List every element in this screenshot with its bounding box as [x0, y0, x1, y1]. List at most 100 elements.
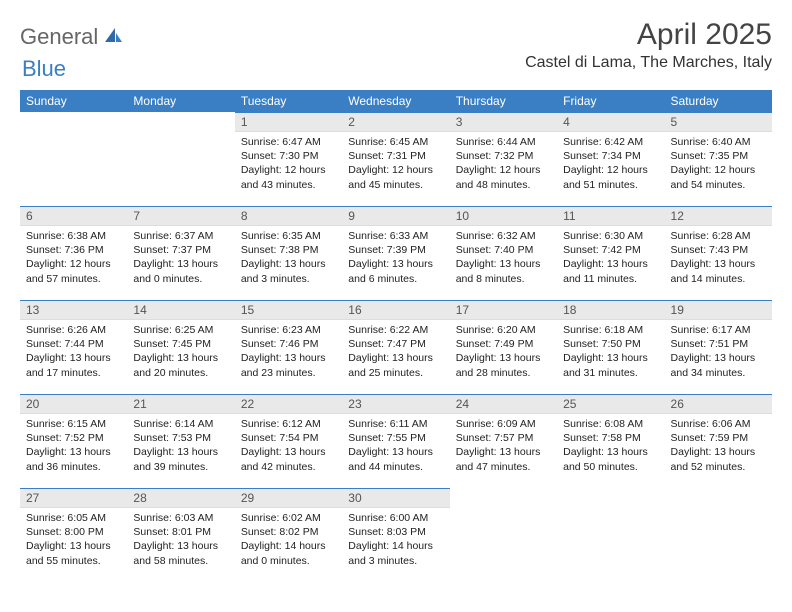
sunset-line: Sunset: 7:40 PM: [456, 243, 551, 257]
calendar-week-row: 6Sunrise: 6:38 AMSunset: 7:36 PMDaylight…: [20, 206, 772, 300]
sunset-line: Sunset: 7:52 PM: [26, 431, 121, 445]
daylight-line: Daylight: 13 hours and 14 minutes.: [671, 257, 766, 285]
daylight-line: Daylight: 13 hours and 50 minutes.: [563, 445, 658, 473]
sunrise-line: Sunrise: 6:44 AM: [456, 135, 551, 149]
calendar-day-cell: 1Sunrise: 6:47 AMSunset: 7:30 PMDaylight…: [235, 112, 342, 206]
daylight-line: Daylight: 12 hours and 43 minutes.: [241, 163, 336, 191]
daylight-line: Daylight: 13 hours and 6 minutes.: [348, 257, 443, 285]
daylight-line: Daylight: 13 hours and 20 minutes.: [133, 351, 228, 379]
sunrise-line: Sunrise: 6:23 AM: [241, 323, 336, 337]
day-number: 18: [557, 300, 664, 320]
day-info: Sunrise: 6:03 AMSunset: 8:01 PMDaylight:…: [127, 508, 234, 572]
daylight-line: Daylight: 13 hours and 36 minutes.: [26, 445, 121, 473]
sunrise-line: Sunrise: 6:32 AM: [456, 229, 551, 243]
sunset-line: Sunset: 7:35 PM: [671, 149, 766, 163]
daylight-line: Daylight: 13 hours and 52 minutes.: [671, 445, 766, 473]
calendar-day-cell: 19Sunrise: 6:17 AMSunset: 7:51 PMDayligh…: [665, 300, 772, 394]
sunset-line: Sunset: 7:30 PM: [241, 149, 336, 163]
calendar-day-cell: 20Sunrise: 6:15 AMSunset: 7:52 PMDayligh…: [20, 394, 127, 488]
day-number: 7: [127, 206, 234, 226]
calendar-day-cell: 15Sunrise: 6:23 AMSunset: 7:46 PMDayligh…: [235, 300, 342, 394]
sunset-line: Sunset: 7:34 PM: [563, 149, 658, 163]
day-info: Sunrise: 6:20 AMSunset: 7:49 PMDaylight:…: [450, 320, 557, 384]
daylight-line: Daylight: 12 hours and 57 minutes.: [26, 257, 121, 285]
sunrise-line: Sunrise: 6:02 AM: [241, 511, 336, 525]
sunset-line: Sunset: 7:51 PM: [671, 337, 766, 351]
daylight-line: Daylight: 13 hours and 17 minutes.: [26, 351, 121, 379]
day-info: Sunrise: 6:26 AMSunset: 7:44 PMDaylight:…: [20, 320, 127, 384]
sunset-line: Sunset: 7:49 PM: [456, 337, 551, 351]
day-number: 11: [557, 206, 664, 226]
daylight-line: Daylight: 13 hours and 47 minutes.: [456, 445, 551, 473]
day-info: Sunrise: 6:06 AMSunset: 7:59 PMDaylight:…: [665, 414, 772, 478]
calendar-day-cell: 27Sunrise: 6:05 AMSunset: 8:00 PMDayligh…: [20, 488, 127, 582]
day-info: Sunrise: 6:38 AMSunset: 7:36 PMDaylight:…: [20, 226, 127, 290]
weekday-header: Wednesday: [342, 90, 449, 112]
daylight-line: Daylight: 13 hours and 31 minutes.: [563, 351, 658, 379]
sunrise-line: Sunrise: 6:38 AM: [26, 229, 121, 243]
sunrise-line: Sunrise: 6:47 AM: [241, 135, 336, 149]
day-info: Sunrise: 6:47 AMSunset: 7:30 PMDaylight:…: [235, 132, 342, 196]
day-number: 22: [235, 394, 342, 414]
daylight-line: Daylight: 12 hours and 51 minutes.: [563, 163, 658, 191]
sunrise-line: Sunrise: 6:11 AM: [348, 417, 443, 431]
sunset-line: Sunset: 8:02 PM: [241, 525, 336, 539]
sunrise-line: Sunrise: 6:45 AM: [348, 135, 443, 149]
day-info: Sunrise: 6:28 AMSunset: 7:43 PMDaylight:…: [665, 226, 772, 290]
calendar-week-row: 27Sunrise: 6:05 AMSunset: 8:00 PMDayligh…: [20, 488, 772, 582]
day-number: 6: [20, 206, 127, 226]
logo: General: [20, 18, 126, 50]
calendar-day-cell: 8Sunrise: 6:35 AMSunset: 7:38 PMDaylight…: [235, 206, 342, 300]
calendar-day-cell: 14Sunrise: 6:25 AMSunset: 7:45 PMDayligh…: [127, 300, 234, 394]
sunrise-line: Sunrise: 6:20 AM: [456, 323, 551, 337]
day-number: 19: [665, 300, 772, 320]
day-number: 9: [342, 206, 449, 226]
logo-sail-icon: [103, 26, 123, 49]
calendar-day-cell: 24Sunrise: 6:09 AMSunset: 7:57 PMDayligh…: [450, 394, 557, 488]
sunset-line: Sunset: 7:53 PM: [133, 431, 228, 445]
day-info: Sunrise: 6:35 AMSunset: 7:38 PMDaylight:…: [235, 226, 342, 290]
sunset-line: Sunset: 7:44 PM: [26, 337, 121, 351]
sunrise-line: Sunrise: 6:09 AM: [456, 417, 551, 431]
day-info: Sunrise: 6:02 AMSunset: 8:02 PMDaylight:…: [235, 508, 342, 572]
calendar-day-cell: [557, 488, 664, 582]
calendar-day-cell: [450, 488, 557, 582]
calendar-day-cell: [20, 112, 127, 206]
day-number: 30: [342, 488, 449, 508]
calendar-week-row: 20Sunrise: 6:15 AMSunset: 7:52 PMDayligh…: [20, 394, 772, 488]
day-number: 17: [450, 300, 557, 320]
day-number: 12: [665, 206, 772, 226]
calendar-day-cell: 23Sunrise: 6:11 AMSunset: 7:55 PMDayligh…: [342, 394, 449, 488]
sunset-line: Sunset: 8:03 PM: [348, 525, 443, 539]
calendar-table: Sunday Monday Tuesday Wednesday Thursday…: [20, 90, 772, 582]
calendar-day-cell: 2Sunrise: 6:45 AMSunset: 7:31 PMDaylight…: [342, 112, 449, 206]
calendar-day-cell: 9Sunrise: 6:33 AMSunset: 7:39 PMDaylight…: [342, 206, 449, 300]
day-number: 5: [665, 112, 772, 132]
calendar-day-cell: 10Sunrise: 6:32 AMSunset: 7:40 PMDayligh…: [450, 206, 557, 300]
day-number: 20: [20, 394, 127, 414]
calendar-page: General April 2025 Castel di Lama, The M…: [0, 0, 792, 582]
sunset-line: Sunset: 7:57 PM: [456, 431, 551, 445]
day-info: Sunrise: 6:30 AMSunset: 7:42 PMDaylight:…: [557, 226, 664, 290]
sunrise-line: Sunrise: 6:25 AM: [133, 323, 228, 337]
day-info: Sunrise: 6:18 AMSunset: 7:50 PMDaylight:…: [557, 320, 664, 384]
daylight-line: Daylight: 13 hours and 3 minutes.: [241, 257, 336, 285]
sunrise-line: Sunrise: 6:33 AM: [348, 229, 443, 243]
day-info: Sunrise: 6:00 AMSunset: 8:03 PMDaylight:…: [342, 508, 449, 572]
calendar-day-cell: 30Sunrise: 6:00 AMSunset: 8:03 PMDayligh…: [342, 488, 449, 582]
calendar-week-row: 1Sunrise: 6:47 AMSunset: 7:30 PMDaylight…: [20, 112, 772, 206]
sunset-line: Sunset: 7:36 PM: [26, 243, 121, 257]
day-number: 16: [342, 300, 449, 320]
weekday-header-row: Sunday Monday Tuesday Wednesday Thursday…: [20, 90, 772, 112]
calendar-week-row: 13Sunrise: 6:26 AMSunset: 7:44 PMDayligh…: [20, 300, 772, 394]
daylight-line: Daylight: 13 hours and 42 minutes.: [241, 445, 336, 473]
title-block: April 2025 Castel di Lama, The Marches, …: [525, 18, 772, 72]
day-number: 25: [557, 394, 664, 414]
sunset-line: Sunset: 7:31 PM: [348, 149, 443, 163]
calendar-day-cell: 17Sunrise: 6:20 AMSunset: 7:49 PMDayligh…: [450, 300, 557, 394]
sunrise-line: Sunrise: 6:14 AM: [133, 417, 228, 431]
calendar-day-cell: 4Sunrise: 6:42 AMSunset: 7:34 PMDaylight…: [557, 112, 664, 206]
daylight-line: Daylight: 13 hours and 25 minutes.: [348, 351, 443, 379]
logo-word-2: Blue: [22, 56, 66, 81]
sunset-line: Sunset: 7:46 PM: [241, 337, 336, 351]
